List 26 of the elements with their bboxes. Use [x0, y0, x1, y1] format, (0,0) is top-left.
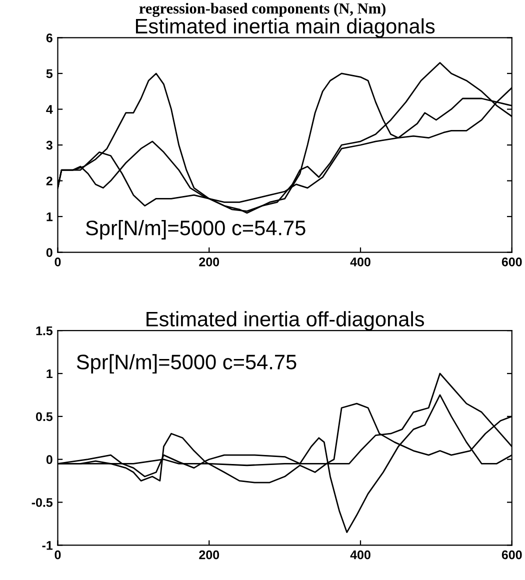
y-tick-label: 2 [46, 176, 52, 186]
y-tick-label: -0.5 [32, 498, 53, 507]
x-tick-label: 600 [502, 550, 522, 560]
x-tick-label: 600 [502, 257, 522, 266]
x-tick-label: 200 [199, 257, 220, 266]
annotation: Spr[N/m]=5000 c=54.75 [86, 220, 306, 240]
y-tick-label: -1 [42, 541, 53, 550]
y-tick-label: 3 [46, 140, 52, 150]
y-tick-label: 1 [46, 212, 53, 222]
y-tick-label: 1 [46, 369, 53, 378]
x-tick-label: 400 [350, 550, 370, 560]
y-tick-label: 0 [46, 455, 52, 464]
y-tick-label: 0 [46, 248, 52, 257]
y-tick-label: 4 [46, 105, 53, 114]
y-tick-label: 1.5 [36, 326, 53, 336]
x-tick-label: 400 [350, 257, 370, 266]
y-tick-label: 5 [46, 69, 53, 78]
chart-title: Estimated inertia off-diagonals [146, 311, 424, 331]
chart-title: Estimated inertia main diagonals [136, 18, 435, 38]
x-tick-label: 200 [199, 550, 220, 560]
y-tick-label: 0.5 [36, 412, 53, 422]
x-tick-label: 0 [54, 257, 61, 266]
chart-subtitle: regression-based components (N, Nm) [139, 2, 386, 17]
annotation: Spr[N/m]=5000 c=54.75 [76, 354, 296, 374]
x-tick-label: 0 [54, 550, 61, 560]
y-tick-label: 6 [46, 34, 52, 42]
